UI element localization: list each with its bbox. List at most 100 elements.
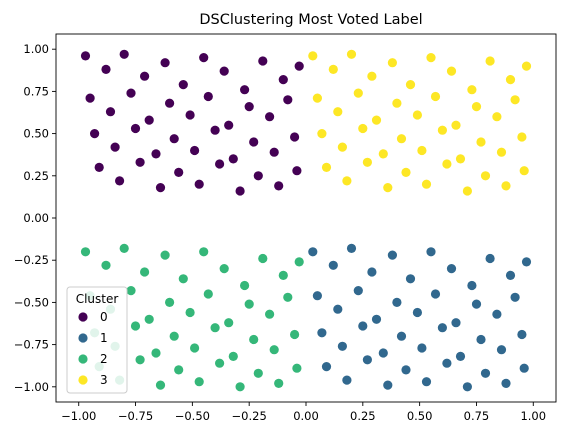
data-point-cluster-0	[185, 110, 195, 120]
data-point-cluster-2	[219, 264, 229, 274]
data-point-cluster-1	[346, 243, 357, 253]
data-point-cluster-2	[160, 250, 170, 260]
data-point-cluster-2	[165, 297, 175, 307]
data-point-cluster-3	[383, 183, 393, 193]
data-point-cluster-2	[199, 247, 209, 257]
data-point-cluster-2	[80, 247, 91, 257]
data-point-cluster-3	[412, 110, 422, 120]
data-point-cluster-3	[421, 179, 432, 189]
data-point-cluster-1	[342, 375, 352, 385]
data-point-cluster-0	[165, 98, 175, 108]
data-point-cluster-1	[467, 280, 477, 291]
data-point-cluster-2	[265, 309, 275, 319]
data-point-cluster-2	[169, 331, 179, 341]
data-point-cluster-3	[405, 80, 416, 90]
data-point-cluster-1	[401, 365, 411, 375]
data-point-cluster-0	[194, 179, 204, 189]
data-point-cluster-1	[312, 291, 322, 301]
data-point-cluster-0	[101, 64, 111, 74]
data-point-cluster-2	[283, 292, 293, 302]
x-tick-label: −0.25	[232, 409, 267, 423]
data-point-cluster-2	[144, 314, 154, 324]
data-point-cluster-0	[269, 147, 279, 157]
data-point-cluster-1	[358, 321, 368, 331]
y-tick-label: −0.75	[14, 338, 49, 352]
data-point-cluster-0	[130, 123, 141, 134]
data-point-cluster-1	[476, 334, 486, 345]
data-point-cluster-1	[471, 299, 482, 309]
data-point-cluster-0	[240, 85, 250, 95]
data-point-cluster-3	[371, 115, 382, 125]
data-point-cluster-1	[353, 286, 363, 296]
data-point-cluster-3	[476, 137, 486, 147]
y-tick-label: 0.50	[23, 127, 49, 141]
data-point-cluster-0	[292, 166, 302, 176]
data-point-cluster-0	[203, 91, 213, 102]
data-point-cluster-0	[110, 142, 120, 152]
data-point-cluster-1	[387, 250, 397, 260]
data-point-cluster-3	[378, 149, 388, 159]
y-tick-label: 0.75	[23, 84, 49, 98]
data-point-cluster-3	[308, 51, 318, 61]
legend: Cluster 0 1 2 3	[66, 286, 128, 394]
data-point-cluster-3	[417, 145, 427, 156]
data-point-cluster-2	[292, 363, 302, 373]
data-point-cluster-2	[203, 289, 213, 299]
data-point-cluster-3	[517, 132, 527, 142]
data-point-cluster-1	[492, 309, 502, 319]
data-point-cluster-3	[451, 120, 461, 130]
chart-title: DSClustering Most Voted Label	[199, 12, 422, 28]
legend-title: Cluster	[76, 292, 119, 306]
data-point-cluster-0	[190, 145, 200, 156]
legend-marker-cluster-1	[78, 333, 88, 343]
data-point-cluster-0	[126, 88, 136, 98]
data-point-cluster-3	[387, 58, 397, 68]
data-point-cluster-0	[283, 95, 293, 105]
data-point-cluster-1	[321, 362, 332, 372]
data-point-cluster-3	[317, 129, 327, 139]
data-point-cluster-1	[396, 331, 407, 341]
data-point-cluster-3	[505, 75, 516, 85]
data-point-cluster-0	[80, 51, 91, 61]
data-point-cluster-2	[240, 280, 250, 291]
data-point-cluster-0	[90, 129, 100, 139]
data-point-cluster-3	[496, 147, 507, 157]
data-point-cluster-3	[467, 85, 477, 95]
data-point-cluster-3	[312, 93, 322, 103]
data-point-cluster-2	[224, 318, 234, 328]
data-point-cluster-0	[151, 149, 161, 159]
data-point-cluster-0	[253, 171, 263, 181]
data-point-cluster-3	[342, 176, 352, 186]
data-point-cluster-2	[178, 274, 188, 284]
data-point-cluster-0	[160, 58, 170, 68]
y-tick-label: −0.25	[14, 253, 49, 267]
data-point-cluster-1	[480, 368, 491, 378]
data-point-cluster-0	[199, 53, 209, 63]
data-point-cluster-1	[517, 329, 527, 340]
legend-label-cluster-2: 2	[100, 352, 108, 366]
data-point-cluster-3	[328, 64, 338, 74]
data-point-cluster-1	[521, 257, 532, 267]
y-tick-label: −1.00	[14, 380, 49, 394]
data-point-cluster-3	[362, 157, 372, 167]
axes: −1.00 −0.75 −0.50 −0.25 0.00 0.25 0.50 0.75 1.00…	[14, 33, 557, 423]
data-point-cluster-2	[130, 321, 141, 331]
data-point-cluster-1	[451, 318, 461, 328]
data-point-cluster-1	[496, 345, 507, 355]
data-point-cluster-2	[194, 377, 204, 387]
data-point-cluster-0	[94, 162, 104, 172]
data-point-cluster-1	[367, 267, 377, 277]
data-point-cluster-0	[105, 107, 116, 117]
data-point-cluster-2	[228, 351, 238, 361]
x-tick-label: −1.00	[61, 409, 96, 423]
data-point-cluster-3	[367, 71, 377, 81]
y-tick-label: 0.00	[23, 211, 49, 225]
data-point-cluster-3	[401, 167, 411, 177]
data-point-cluster-0	[144, 115, 154, 125]
data-point-cluster-3	[462, 186, 472, 196]
data-point-cluster-0	[235, 186, 245, 196]
data-point-cluster-0	[140, 71, 150, 81]
data-point-cluster-2	[258, 253, 268, 264]
x-tick-label: −0.50	[175, 409, 210, 423]
